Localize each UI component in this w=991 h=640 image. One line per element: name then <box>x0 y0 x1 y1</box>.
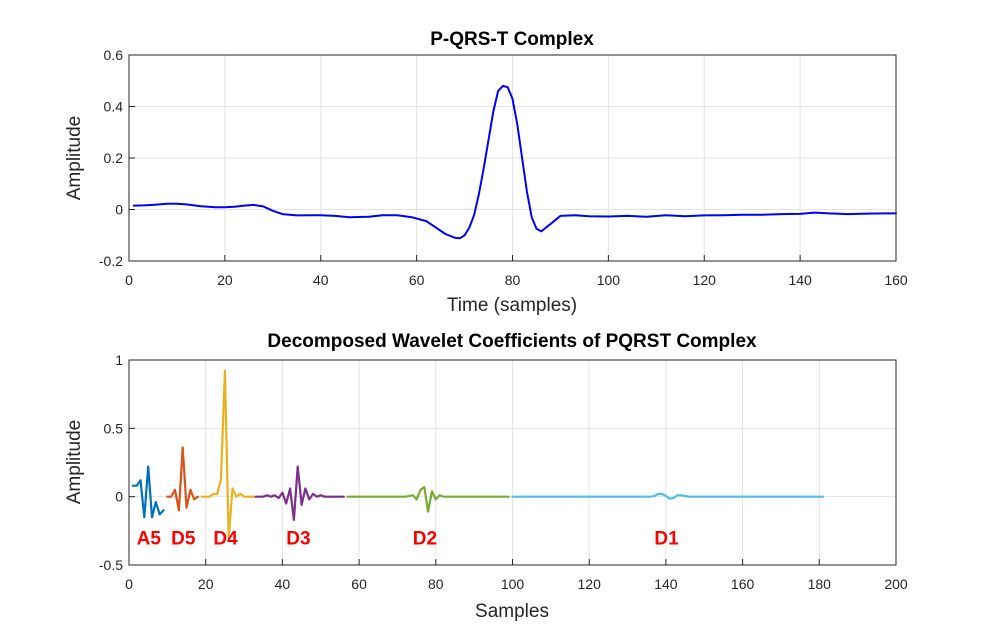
ecg-x-axis-label: Time (samples) <box>447 295 577 316</box>
y-tick-label: 0.6 <box>104 47 124 63</box>
y-tick-label: -0.2 <box>99 253 123 269</box>
x-tick-label: 40 <box>275 576 291 592</box>
x-tick-label: 40 <box>313 272 329 288</box>
x-tick-label: 160 <box>884 272 908 288</box>
wavelet-series-d5 <box>166 446 200 512</box>
x-tick-label: 160 <box>731 576 755 592</box>
x-tick-label: 120 <box>578 576 602 592</box>
ecg-ticks: 0 20 40 60 80 100 120 140 160-0.200.20.40.6 <box>99 47 908 288</box>
x-tick-label: 80 <box>505 272 521 288</box>
annotation-d3: D3 <box>286 529 310 550</box>
annotation-d4: D4 <box>213 529 238 550</box>
x-tick-label: 100 <box>501 576 525 592</box>
y-tick-label: -0.5 <box>99 557 123 573</box>
wavelet-annotations: A5 D5 D4 D3 D2 D1 <box>137 529 679 550</box>
wavelet-chart-title: Decomposed Wavelet Coefficients of PQRST… <box>267 331 757 352</box>
x-tick-label: 180 <box>808 576 832 592</box>
wavelet-lines <box>131 369 825 539</box>
ecg-chart-title: P-QRS-T Complex <box>430 29 594 50</box>
x-tick-label: 60 <box>409 272 425 288</box>
wavelet-chart: 0 20 40 60 80 100 120 140 160 180 200-0.500.51 A5 D… <box>64 331 908 622</box>
y-tick-label: 0.2 <box>104 150 124 166</box>
wavelet-x-axis-label: Samples <box>475 601 549 622</box>
x-tick-label: 140 <box>654 576 678 592</box>
ecg-chart: 0 20 40 60 80 100 120 140 160-0.200.20.40.6 P-QR… <box>64 29 908 316</box>
x-tick-label: 100 <box>597 272 621 288</box>
wavelet-series-d1 <box>511 492 825 500</box>
wavelet-y-axis-label: Amplitude <box>64 420 85 505</box>
x-tick-label: 80 <box>428 576 444 592</box>
x-tick-label: 20 <box>198 576 214 592</box>
annotation-d1: D1 <box>654 529 679 550</box>
y-tick-label: 0 <box>115 202 123 218</box>
y-tick-label: 1 <box>115 352 123 368</box>
x-tick-label: 120 <box>693 272 717 288</box>
x-tick-label: 200 <box>884 576 908 592</box>
ecg-series-line <box>132 84 897 240</box>
wavelet-series-d3 <box>254 465 345 522</box>
x-tick-label: 0 <box>125 272 133 288</box>
wavelet-ticks: 0 20 40 60 80 100 120 140 160 180 200-0.500.51 <box>99 352 908 592</box>
wavelet-series-d4 <box>200 369 257 539</box>
annotation-d2: D2 <box>413 529 437 550</box>
ecg-lines <box>132 84 897 240</box>
y-tick-label: 0.4 <box>104 99 124 115</box>
x-tick-label: 140 <box>788 272 812 288</box>
x-tick-label: 60 <box>351 576 367 592</box>
y-tick-label: 0.5 <box>104 420 124 436</box>
annotation-a5: A5 <box>137 529 162 550</box>
y-tick-label: 0 <box>115 489 123 505</box>
annotation-d5: D5 <box>171 529 196 550</box>
wavelet-series-a5 <box>131 465 165 519</box>
x-tick-label: 20 <box>217 272 233 288</box>
x-tick-label: 0 <box>125 576 133 592</box>
wavelet-series-d2 <box>346 486 510 513</box>
ecg-y-axis-label: Amplitude <box>64 116 85 201</box>
